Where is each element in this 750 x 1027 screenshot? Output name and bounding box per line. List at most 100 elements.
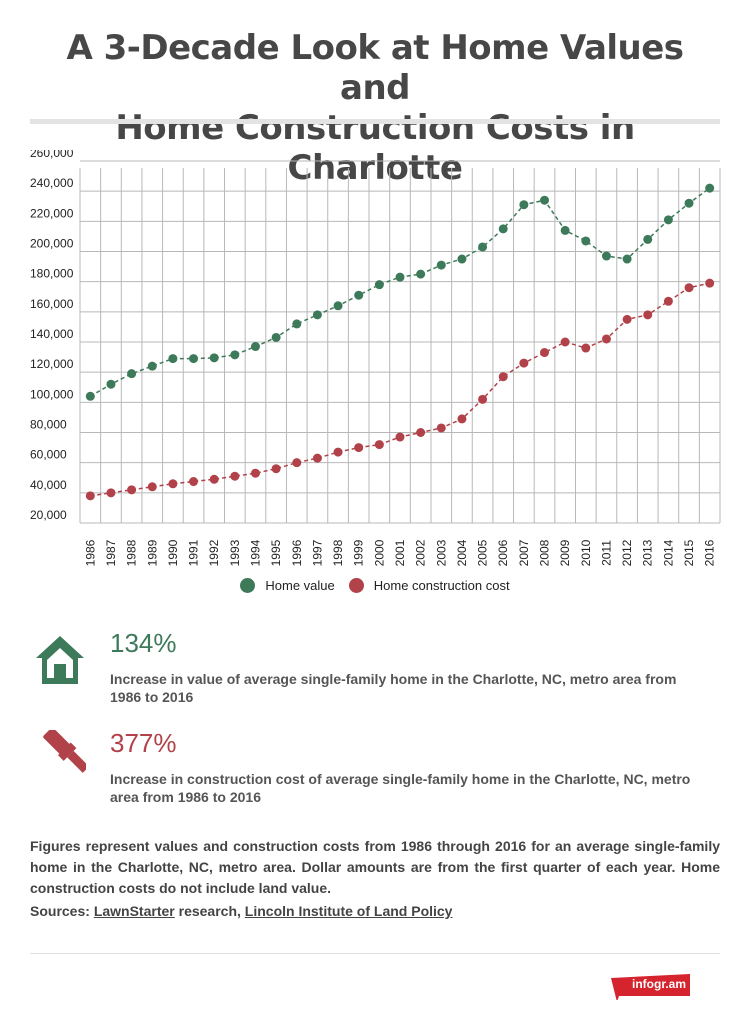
x-tick-label: 2009 (558, 539, 572, 566)
x-tick-label: 1987 (104, 539, 118, 566)
point-construction-cost-1993 (230, 471, 240, 481)
y-tick-label: 80,000 (30, 418, 67, 432)
point-construction-cost-2004 (457, 414, 467, 424)
point-home-value-2007 (519, 200, 529, 210)
point-construction-cost-2005 (478, 394, 488, 404)
y-tick-label: 160,000 (30, 297, 74, 311)
x-tick-label: 2008 (538, 539, 552, 566)
point-home-value-1999 (354, 290, 364, 300)
point-construction-cost-1998 (333, 447, 343, 457)
point-home-value-1997 (312, 310, 322, 320)
title-divider (30, 119, 720, 124)
point-construction-cost-2012 (622, 314, 632, 324)
y-tick-label: 200,000 (30, 237, 74, 251)
point-construction-cost-1987 (106, 488, 116, 498)
point-home-value-2000 (374, 280, 384, 290)
legend-item-construction-cost[interactable]: Home construction cost (348, 578, 510, 593)
source-link-lawnstarter[interactable]: LawnStarter (93, 903, 175, 919)
point-home-value-1989 (147, 361, 157, 371)
title-line-1: A 3-Decade Look at Home Values and (66, 28, 684, 108)
x-tick-label: 1994 (248, 539, 262, 566)
infogram-badge[interactable] (611, 974, 690, 1000)
point-construction-cost-2006 (498, 372, 508, 382)
point-home-value-1996 (292, 319, 302, 329)
point-home-value-1986 (85, 391, 95, 401)
x-tick-label: 2000 (372, 539, 386, 566)
line-chart: 20,000 40,000 60,000 80,000 100,000 120,000 14… (30, 150, 721, 566)
point-construction-cost-2015 (684, 283, 694, 293)
legend-label-home-value: Home value (265, 578, 335, 593)
x-tick-label: 2007 (517, 539, 531, 566)
point-construction-cost-2010 (581, 343, 591, 353)
y-tick-label: 180,000 (30, 267, 74, 281)
point-home-value-2004 (457, 254, 467, 264)
legend-swatch-home-value (240, 578, 256, 593)
footnote: Figures represent values and constructio… (30, 838, 720, 896)
x-tick-label: 2013 (641, 539, 655, 566)
point-home-value-2015 (684, 198, 694, 208)
point-home-value-1990 (168, 354, 178, 364)
legend-label-construction-cost: Home construction cost (373, 578, 510, 593)
footer-divider (30, 953, 720, 954)
point-home-value-2001 (395, 272, 405, 282)
point-home-value-2016 (705, 183, 715, 193)
x-tick-label: 2005 (476, 539, 490, 566)
hammer-icon (43, 730, 86, 773)
point-construction-cost-1989 (147, 482, 157, 492)
x-axis: 1986 1987 1988 1989 1990 1991 1992 1993 1994 1995… (83, 539, 716, 566)
x-tick-label: 2001 (393, 539, 407, 566)
point-construction-cost-1999 (354, 443, 364, 453)
point-home-value-1991 (189, 354, 199, 364)
x-tick-label: 1990 (166, 539, 180, 566)
point-construction-cost-1994 (250, 468, 260, 478)
point-home-value-1988 (127, 369, 137, 379)
x-tick-label: 1997 (310, 539, 324, 566)
y-tick-label: 120,000 (30, 357, 74, 371)
y-tick-label: 260,000 (30, 150, 74, 160)
page-title: A 3-Decade Look at Home Values and Home … (30, 28, 720, 188)
x-tick-label: 1999 (352, 539, 366, 566)
stat-description-construction: Increase in construction cost of average… (110, 771, 691, 805)
x-tick-label: 2012 (620, 539, 634, 566)
y-tick-label: 220,000 (30, 206, 74, 220)
x-tick-label: 2015 (682, 539, 696, 566)
x-tick-label: 1989 (145, 539, 159, 566)
house-icon (36, 636, 84, 684)
point-home-value-1993 (230, 350, 240, 360)
chart-points (85, 183, 715, 501)
stat-value-home: 134% (110, 628, 177, 658)
source-link-lincoln-institute[interactable]: Lincoln Institute of Land Policy (244, 903, 453, 919)
x-tick-label: 2011 (599, 540, 613, 566)
point-home-value-2011 (601, 251, 611, 261)
point-construction-cost-1995 (271, 464, 281, 474)
point-construction-cost-1988 (127, 485, 137, 495)
point-home-value-2013 (643, 234, 653, 244)
point-construction-cost-1986 (85, 491, 95, 501)
x-tick-label: 2003 (434, 539, 448, 566)
y-axis: 20,000 40,000 60,000 80,000 100,000 120,000 14… (30, 150, 74, 522)
point-home-value-2009 (560, 225, 570, 235)
sources-prefix: Sources: (30, 903, 94, 919)
x-tick-label: 1998 (331, 539, 345, 566)
sources-line: Sources: LawnStarter research, Lincoln I… (30, 901, 720, 922)
x-tick-label: 1992 (207, 539, 221, 566)
point-home-value-2012 (622, 254, 632, 264)
x-tick-label: 2014 (661, 539, 675, 566)
point-construction-cost-1991 (189, 477, 199, 487)
point-home-value-2002 (416, 269, 426, 279)
title-line-2: Home Construction Costs in Charlotte (115, 108, 635, 188)
legend-item-home-value[interactable]: Home value (240, 578, 335, 593)
x-tick-label: 2016 (703, 539, 717, 566)
y-tick-label: 100,000 (30, 387, 74, 401)
point-construction-cost-2016 (705, 278, 715, 288)
point-home-value-2005 (478, 242, 488, 252)
point-home-value-1994 (250, 342, 260, 352)
x-tick-label: 2010 (579, 539, 593, 566)
stat-description-home: Increase in value of average single-fami… (110, 671, 677, 705)
point-construction-cost-1996 (292, 458, 302, 468)
point-home-value-2008 (540, 195, 550, 205)
x-tick-label: 1996 (290, 539, 304, 566)
infogram-label[interactable]: infogr.am (632, 977, 687, 991)
x-tick-label: 1991 (187, 539, 201, 566)
y-tick-label: 40,000 (30, 478, 67, 492)
